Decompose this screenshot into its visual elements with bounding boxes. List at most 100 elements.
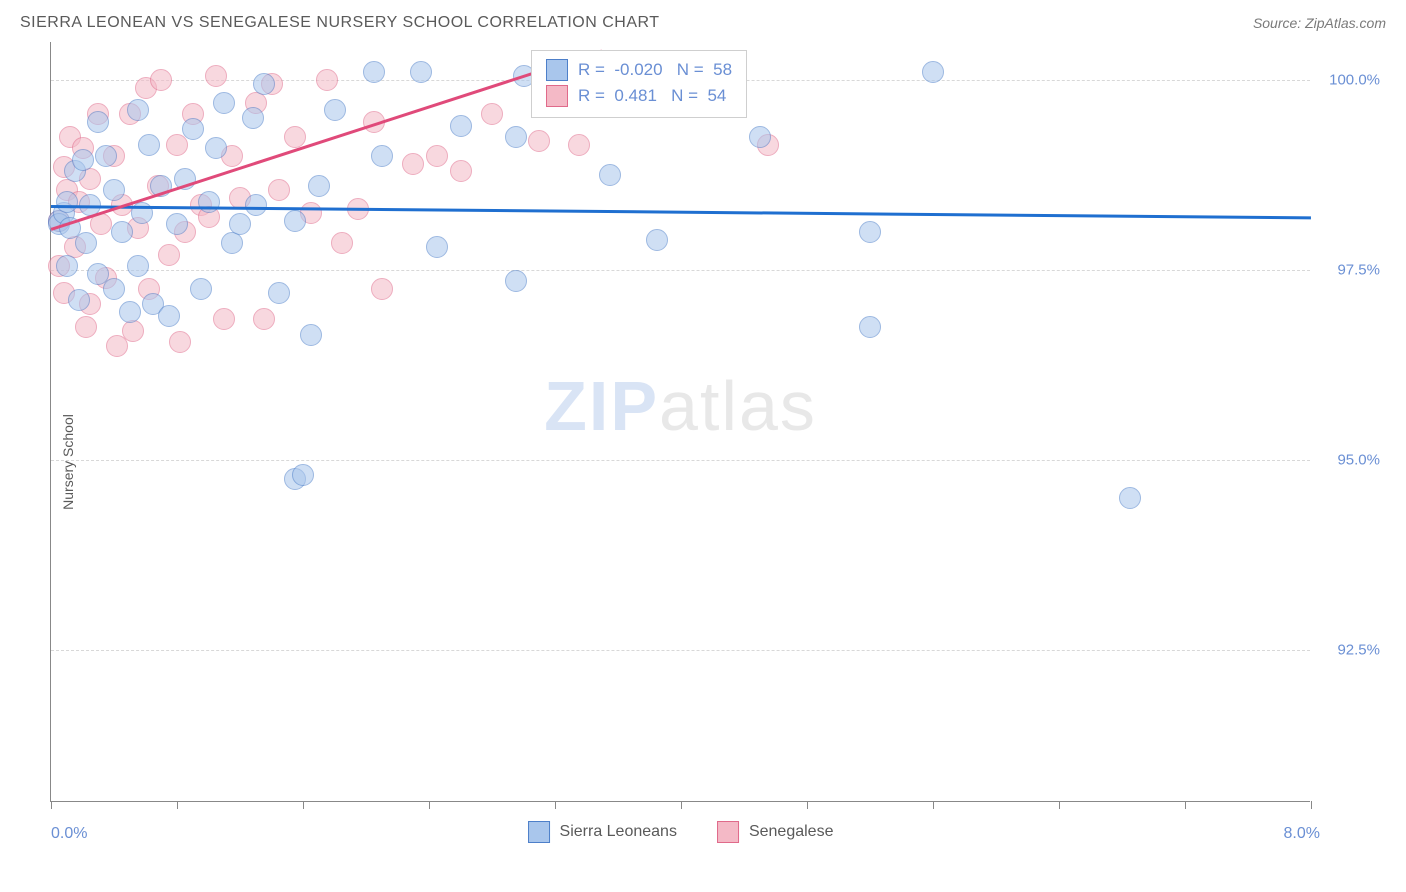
data-point	[749, 126, 771, 148]
data-point	[505, 126, 527, 148]
data-point	[56, 191, 78, 213]
data-point	[1119, 487, 1141, 509]
data-point	[284, 210, 306, 232]
data-point	[87, 111, 109, 133]
x-tick	[177, 801, 178, 809]
data-point	[324, 99, 346, 121]
watermark: ZIPatlas	[544, 366, 817, 446]
data-point	[213, 92, 235, 114]
data-point	[426, 145, 448, 167]
data-point	[308, 175, 330, 197]
grid-line	[51, 460, 1310, 461]
legend-item: Senegalese	[717, 821, 834, 843]
data-point	[119, 301, 141, 323]
y-tick-label: 97.5%	[1320, 262, 1380, 279]
data-point	[371, 278, 393, 300]
correlation-legend: R = -0.020 N = 58R = 0.481 N = 54	[531, 50, 747, 118]
x-tick	[429, 801, 430, 809]
y-tick-label: 92.5%	[1320, 642, 1380, 659]
x-tick	[303, 801, 304, 809]
chart-title: SIERRA LEONEAN VS SENEGALESE NURSERY SCH…	[20, 14, 660, 32]
data-point	[166, 213, 188, 235]
data-point	[371, 145, 393, 167]
data-point	[331, 232, 353, 254]
data-point	[127, 255, 149, 277]
data-point	[122, 320, 144, 342]
data-point	[599, 164, 621, 186]
x-tick	[1311, 801, 1312, 809]
data-point	[410, 61, 432, 83]
corr-legend-text: R = 0.481 N = 54	[578, 83, 726, 109]
data-point	[859, 221, 881, 243]
data-point	[450, 115, 472, 137]
x-tick	[1185, 801, 1186, 809]
data-point	[182, 118, 204, 140]
data-point	[505, 270, 527, 292]
data-point	[568, 134, 590, 156]
data-point	[150, 69, 172, 91]
data-point	[528, 130, 550, 152]
y-tick-label: 100.0%	[1320, 72, 1380, 89]
data-point	[95, 145, 117, 167]
legend-swatch	[717, 821, 739, 843]
corr-legend-row: R = 0.481 N = 54	[546, 83, 732, 109]
series-legend: Sierra Leoneans Senegalese	[528, 821, 834, 843]
grid-line	[51, 270, 1310, 271]
plot-area: ZIPatlas 92.5%95.0%97.5%100.0%0.0%8.0%R …	[50, 42, 1310, 802]
y-tick-label: 95.0%	[1320, 452, 1380, 469]
grid-line	[51, 650, 1310, 651]
data-point	[316, 69, 338, 91]
data-point	[229, 213, 251, 235]
data-point	[198, 191, 220, 213]
data-point	[103, 179, 125, 201]
x-tick	[681, 801, 682, 809]
corr-legend-row: R = -0.020 N = 58	[546, 57, 732, 83]
data-point	[68, 289, 90, 311]
data-point	[426, 236, 448, 258]
data-point	[127, 99, 149, 121]
legend-swatch	[546, 59, 568, 81]
legend-label: Sierra Leoneans	[560, 823, 677, 841]
chart-wrap: Nursery School ZIPatlas 92.5%95.0%97.5%1…	[20, 42, 1386, 882]
data-point	[169, 331, 191, 353]
data-point	[75, 232, 97, 254]
data-point	[103, 278, 125, 300]
data-point	[284, 126, 306, 148]
x-tick	[807, 801, 808, 809]
corr-legend-text: R = -0.020 N = 58	[578, 57, 732, 83]
source-credit: Source: ZipAtlas.com	[1253, 15, 1386, 31]
data-point	[646, 229, 668, 251]
data-point	[138, 134, 160, 156]
data-point	[292, 464, 314, 486]
data-point	[111, 221, 133, 243]
data-point	[859, 316, 881, 338]
data-point	[922, 61, 944, 83]
data-point	[75, 316, 97, 338]
data-point	[363, 61, 385, 83]
data-point	[205, 137, 227, 159]
watermark-atlas: atlas	[659, 367, 817, 445]
data-point	[300, 324, 322, 346]
x-tick	[555, 801, 556, 809]
data-point	[56, 255, 78, 277]
x-max-label: 8.0%	[1284, 825, 1320, 843]
data-point	[268, 282, 290, 304]
data-point	[450, 160, 472, 182]
watermark-zip: ZIP	[544, 367, 659, 445]
data-point	[481, 103, 503, 125]
data-point	[268, 179, 290, 201]
data-point	[221, 232, 243, 254]
data-point	[253, 73, 275, 95]
data-point	[242, 107, 264, 129]
data-point	[190, 278, 212, 300]
x-min-label: 0.0%	[51, 825, 87, 843]
data-point	[245, 194, 267, 216]
data-point	[402, 153, 424, 175]
legend-item: Sierra Leoneans	[528, 821, 677, 843]
x-tick	[933, 801, 934, 809]
data-point	[158, 305, 180, 327]
data-point	[205, 65, 227, 87]
data-point	[213, 308, 235, 330]
legend-swatch	[546, 85, 568, 107]
x-tick	[51, 801, 52, 809]
